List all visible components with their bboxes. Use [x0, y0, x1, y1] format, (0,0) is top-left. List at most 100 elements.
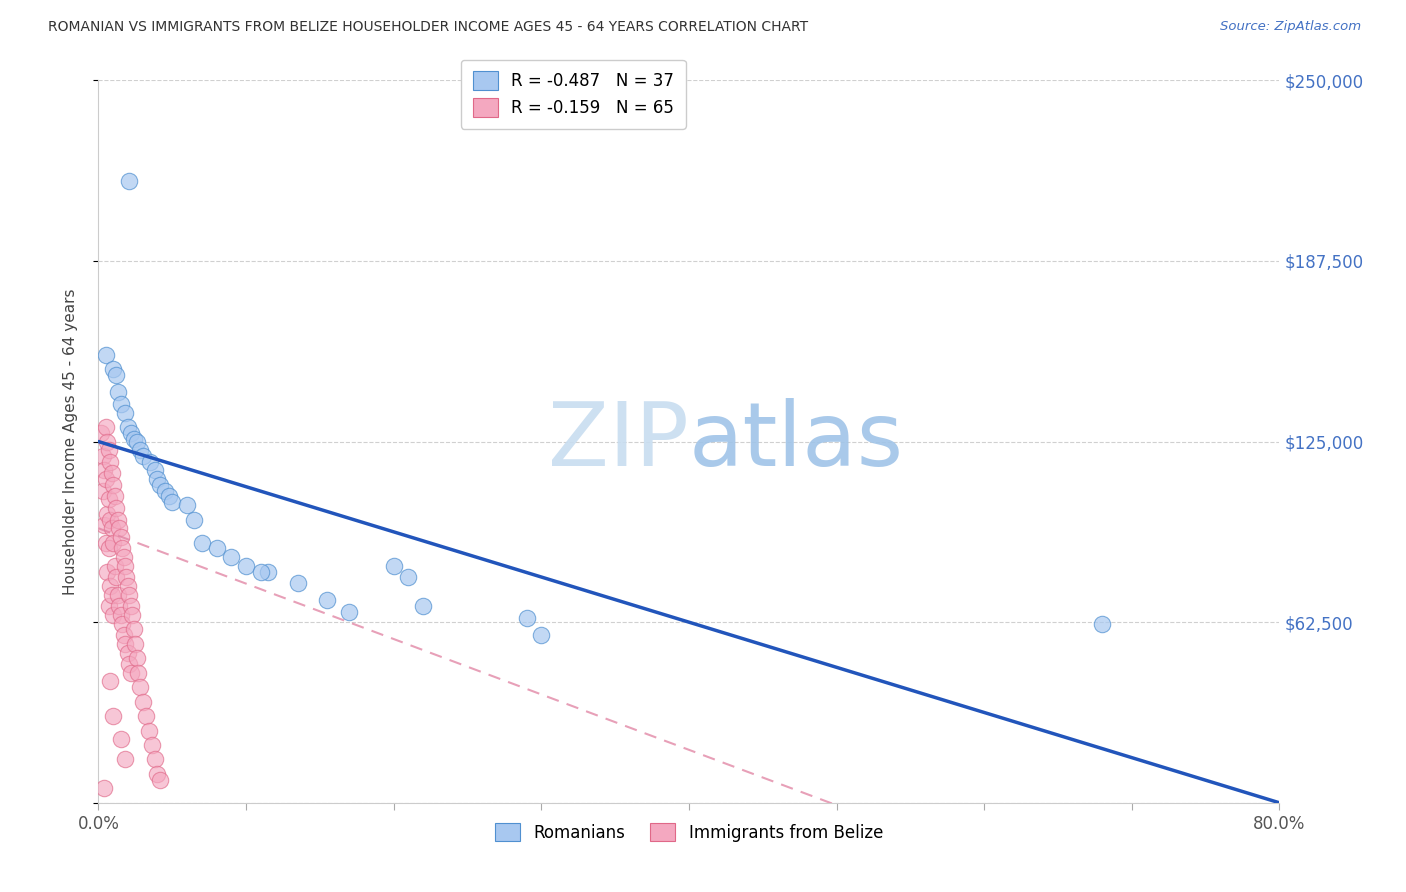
Point	[287, 576, 309, 591]
Point	[96, 507, 118, 521]
Point	[103, 362, 125, 376]
Point	[94, 535, 117, 549]
Point	[146, 767, 169, 781]
Point	[141, 738, 163, 752]
Point	[382, 558, 405, 573]
Point	[257, 565, 280, 579]
Point	[110, 530, 132, 544]
Point	[105, 501, 128, 516]
Point	[143, 463, 166, 477]
Point	[132, 695, 155, 709]
Point	[108, 599, 131, 614]
Point	[97, 492, 120, 507]
Point	[118, 657, 141, 671]
Point	[121, 607, 143, 622]
Point	[120, 599, 142, 614]
Point	[122, 623, 145, 637]
Point	[107, 385, 129, 400]
Point	[183, 512, 205, 526]
Point	[90, 425, 112, 440]
Legend: Romanians, Immigrants from Belize: Romanians, Immigrants from Belize	[488, 817, 890, 848]
Point	[93, 518, 115, 533]
Point	[118, 588, 141, 602]
Point	[104, 558, 127, 573]
Point	[100, 521, 122, 535]
Point	[117, 646, 139, 660]
Point	[114, 752, 136, 766]
Point	[139, 455, 162, 469]
Point	[135, 709, 157, 723]
Point	[103, 535, 125, 549]
Point	[110, 732, 132, 747]
Point	[205, 541, 228, 556]
Point	[120, 665, 142, 680]
Point	[112, 628, 135, 642]
Point	[125, 434, 148, 449]
Point	[398, 570, 420, 584]
Point	[1091, 616, 1114, 631]
Point	[120, 425, 142, 440]
Point	[162, 495, 183, 509]
Point	[98, 455, 121, 469]
Text: ROMANIAN VS IMMIGRANTS FROM BELIZE HOUSEHOLDER INCOME AGES 45 - 64 YEARS CORRELA: ROMANIAN VS IMMIGRANTS FROM BELIZE HOUSE…	[48, 20, 808, 34]
Point	[114, 637, 136, 651]
Point	[103, 709, 125, 723]
Point	[105, 368, 128, 382]
Point	[111, 616, 134, 631]
Point	[117, 579, 139, 593]
Point	[115, 570, 138, 584]
Point	[93, 463, 115, 477]
Point	[97, 599, 120, 614]
Point	[94, 420, 117, 434]
Point	[110, 607, 132, 622]
Point	[149, 478, 172, 492]
Point	[112, 550, 135, 565]
Point	[128, 680, 150, 694]
Point	[108, 521, 131, 535]
Point	[103, 478, 125, 492]
Point	[530, 628, 553, 642]
Point	[114, 406, 136, 420]
Point	[132, 449, 155, 463]
Point	[138, 723, 160, 738]
Point	[94, 472, 117, 486]
Text: ZIP: ZIP	[548, 398, 689, 485]
Point	[191, 535, 214, 549]
Point	[117, 420, 139, 434]
Y-axis label: Householder Income Ages 45 - 64 years: Householder Income Ages 45 - 64 years	[63, 288, 77, 595]
Point	[97, 541, 120, 556]
Point	[339, 605, 361, 619]
Point	[143, 752, 166, 766]
Point	[105, 570, 128, 584]
Point	[316, 593, 339, 607]
Point	[221, 550, 243, 565]
Point	[235, 558, 257, 573]
Point	[157, 490, 180, 504]
Point	[97, 443, 120, 458]
Point	[100, 467, 122, 481]
Point	[250, 565, 273, 579]
Point	[96, 434, 118, 449]
Point	[118, 174, 141, 188]
Point	[98, 512, 121, 526]
Point	[91, 483, 114, 498]
Point	[103, 607, 125, 622]
Point	[176, 498, 198, 512]
Point	[124, 637, 146, 651]
Point	[110, 397, 132, 411]
Point	[125, 651, 148, 665]
Point	[96, 565, 118, 579]
Point	[93, 781, 115, 796]
Point	[149, 772, 172, 787]
Point	[98, 579, 121, 593]
Point	[100, 588, 122, 602]
Point	[107, 512, 129, 526]
Text: Source: ZipAtlas.com: Source: ZipAtlas.com	[1220, 20, 1361, 33]
Text: atlas: atlas	[689, 398, 904, 485]
Point	[516, 611, 538, 625]
Point	[94, 348, 117, 362]
Point	[128, 443, 150, 458]
Point	[114, 558, 136, 573]
Point	[122, 432, 145, 446]
Point	[412, 599, 434, 614]
